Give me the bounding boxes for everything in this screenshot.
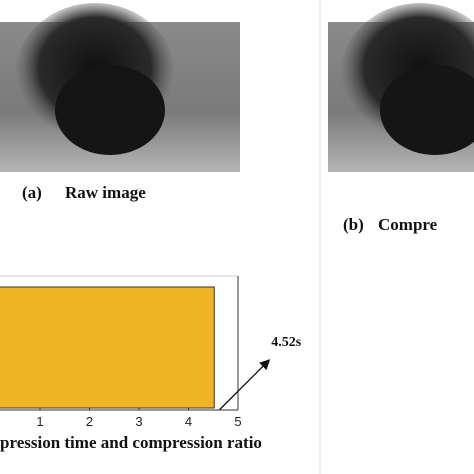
panel-label: (a) [22, 183, 42, 202]
bar [0, 286, 215, 409]
compressed-image [328, 3, 474, 172]
x-tick-label: 1 [36, 414, 43, 429]
x-tick-label: 3 [135, 414, 142, 429]
chart-caption: pression time and compression ratio [0, 433, 262, 452]
panel-caption: Raw image [65, 183, 146, 202]
value-label: 4.52s [271, 335, 302, 350]
x-tick-label: 4 [185, 414, 192, 429]
raw-image [0, 3, 240, 172]
x-tick-label: 2 [86, 414, 93, 429]
panel-caption: Compre [378, 215, 438, 234]
annotation-arrow [218, 359, 271, 411]
x-tick-label: 5 [234, 414, 241, 429]
panel-label: (b) [343, 215, 364, 234]
